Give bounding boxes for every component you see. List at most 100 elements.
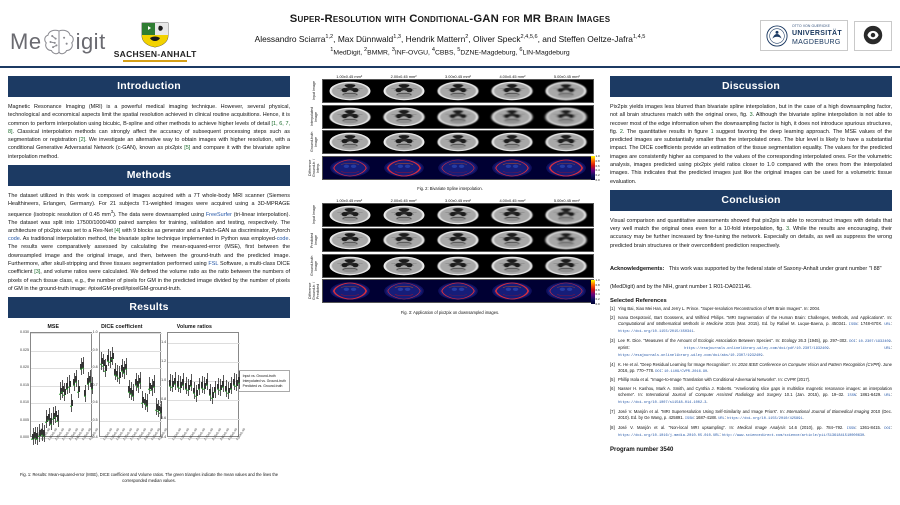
- y-axis-tick: 0.015: [20, 382, 29, 387]
- boxplot-mean-marker: [40, 433, 43, 436]
- boxplot-mean-marker: [72, 384, 75, 387]
- boxplot-mean-marker: [184, 387, 187, 390]
- legend-label: Input vs. Ground-truth: [242, 374, 276, 379]
- legend-label: Predicted vs. Ground-truth: [242, 384, 283, 389]
- boxplot-mean-marker: [68, 385, 71, 388]
- boxplot-mean-marker: [224, 390, 227, 393]
- colorbar-tick: 0.0: [595, 301, 600, 306]
- section-header-conclusion: Conclusion: [610, 189, 892, 211]
- mri-cell: [377, 80, 431, 102]
- reference-item: [6] Nasser H. Kashou, Mark A. Smith, and…: [610, 386, 892, 407]
- boxplot-mean-marker: [197, 388, 200, 391]
- difference-map-image: [323, 156, 377, 179]
- boxplot-mean-marker: [113, 373, 116, 376]
- boxplot-mean-marker: [59, 392, 62, 395]
- boxplot-mean-marker: [109, 361, 112, 364]
- figure-2-caption: Fig. 2: Bivariate Spline interpolation.: [417, 186, 483, 191]
- boxplot-mean-marker: [47, 419, 50, 422]
- reference-text: Ivana Despotović, Bart Goossens, and Wil…: [618, 314, 892, 334]
- reference-number: [7]: [610, 409, 615, 415]
- lin-emblem-icon: [863, 25, 883, 45]
- reference-number: [3]: [610, 337, 615, 343]
- mri-cell: [323, 203, 377, 226]
- colorbar-gradient: [591, 156, 595, 180]
- legend-item: Predicted vs. Ground-truth: [231, 384, 286, 389]
- reference-item: [2] Ivana Despotović, Bart Goossens, and…: [610, 315, 892, 336]
- page-title: Super-Resolution with Conditional-GAN fo…: [289, 13, 611, 25]
- mri-cell: [539, 156, 593, 179]
- figure-body: Input Image Interpolated Image Ground-trut…: [306, 79, 594, 181]
- figure-column-header: 4.00x0.45 mm²: [499, 74, 526, 79]
- chart-mse: MSE 0.000 0.005 0.010 0.015 0.020 0.025 0.030 …: [10, 324, 99, 467]
- figure-body: Input Image Predicted Image Ground-truth I…: [306, 202, 594, 305]
- boxplot-mean-marker: [216, 388, 219, 391]
- mri-row: [322, 104, 594, 129]
- mri-cell: [323, 254, 377, 277]
- acknowledgements-label: Acknowledgements:: [610, 265, 665, 272]
- mri-cell: [377, 203, 431, 226]
- y-axis-tick: 1.2: [161, 358, 167, 363]
- figure-column-header: 5.00x0.45 mm²: [553, 74, 580, 79]
- boxplot-mean-marker: [31, 438, 34, 441]
- reference-item: [3] Lee R. Dice. "Measures of the Amount…: [610, 338, 892, 360]
- ovgu-line-3: MAGDEBURG: [792, 39, 841, 47]
- institution-logos: OTTO VON GUERICKE UNIVERSITÄT MAGDEBURG: [760, 20, 892, 52]
- chart-title: DICE coefficient: [101, 324, 143, 331]
- colorbar-tick: 0.2: [595, 173, 600, 178]
- figure-column-header: 4.00x0.45 mm²: [499, 197, 526, 203]
- difference-map-image: [377, 156, 431, 179]
- mri-cell: [377, 105, 431, 128]
- mri-cell: [431, 229, 485, 252]
- reference-number: [5]: [610, 377, 615, 383]
- reference-item: [5] Phillip Isola et al. "Image-to-Image…: [610, 377, 892, 383]
- mri-row-label: Interpolated Image: [309, 107, 318, 126]
- mri-cell: [539, 80, 593, 102]
- boxplot-mean-marker: [61, 391, 64, 394]
- reference-number: [1]: [610, 305, 615, 311]
- boxplot-mean-marker: [42, 435, 45, 438]
- brain-slice-image: [539, 105, 593, 128]
- difference-map-image: [431, 156, 485, 179]
- mri-cell: [539, 131, 593, 153]
- boxplot-mean-marker: [90, 387, 93, 390]
- reference-item: [4] K. He et al. "Deep Residual Learning…: [610, 362, 892, 375]
- figure-column-header: 3.00x0.45 mm²: [445, 74, 471, 79]
- medigit-logo-block: Me igit: [10, 22, 197, 62]
- brain-slice-image: [539, 131, 593, 153]
- boxplot-mean-marker: [176, 385, 179, 388]
- difference-map-image: [539, 280, 593, 303]
- affiliation-list: 1MedDigit, 2BMMR, 3INF-OVGU, 4CBBS, 5DZN…: [330, 47, 570, 57]
- boxplot-mean-marker: [213, 391, 216, 394]
- university-seal-icon: [766, 25, 788, 47]
- mri-cell: [485, 105, 539, 128]
- mri-cell: [323, 156, 377, 179]
- program-number: Program number 3540: [610, 447, 674, 454]
- ovgu-logo: OTTO VON GUERICKE UNIVERSITÄT MAGDEBURG: [760, 20, 848, 52]
- mri-cell: [431, 80, 485, 102]
- boxplot-mean-marker: [81, 367, 84, 370]
- boxplot-mean-marker: [237, 381, 240, 384]
- boxplot-mean-marker: [179, 386, 182, 389]
- author-list: Alessandro Sciarra1,2, Max Dünnwald1,3, …: [254, 33, 646, 44]
- brain-slice-image: [431, 131, 485, 153]
- figure-3: 1.00x0.45 mm² 2.00x0.45 mm² 3.00x0.45 mm² 4…: [306, 197, 600, 306]
- boxplot-mean-marker: [227, 392, 230, 395]
- mri-row-label: Difference Ground-tr. / Interp.: [307, 158, 321, 177]
- reference-item: [1] Ying Bai, Xiao Mei Han, and Jerry L.…: [610, 306, 892, 312]
- mri-cell: [323, 131, 377, 153]
- colorbar-tick: 0.0: [595, 178, 600, 182]
- chart-title: Volume ratios: [176, 324, 213, 331]
- header-divider: [0, 66, 900, 68]
- boxplot-mean-marker: [192, 392, 195, 395]
- figure-1-caption: Fig. 1: Results: Mean-squared-error (MSE…: [19, 472, 279, 484]
- mri-cell: [539, 203, 593, 226]
- boxplot-mean-marker: [219, 389, 222, 392]
- brain-slice-image: [485, 203, 539, 226]
- boxplot-mean-marker: [229, 387, 232, 390]
- difference-map-image: [485, 280, 539, 303]
- mri-cell: [485, 280, 539, 303]
- figure-3-caption: Fig. 3: Application of pix2pix on downsa…: [400, 309, 500, 315]
- mri-row: [322, 202, 594, 227]
- mri-cell: [485, 156, 539, 179]
- medigit-logo-text-2: igit: [75, 28, 106, 54]
